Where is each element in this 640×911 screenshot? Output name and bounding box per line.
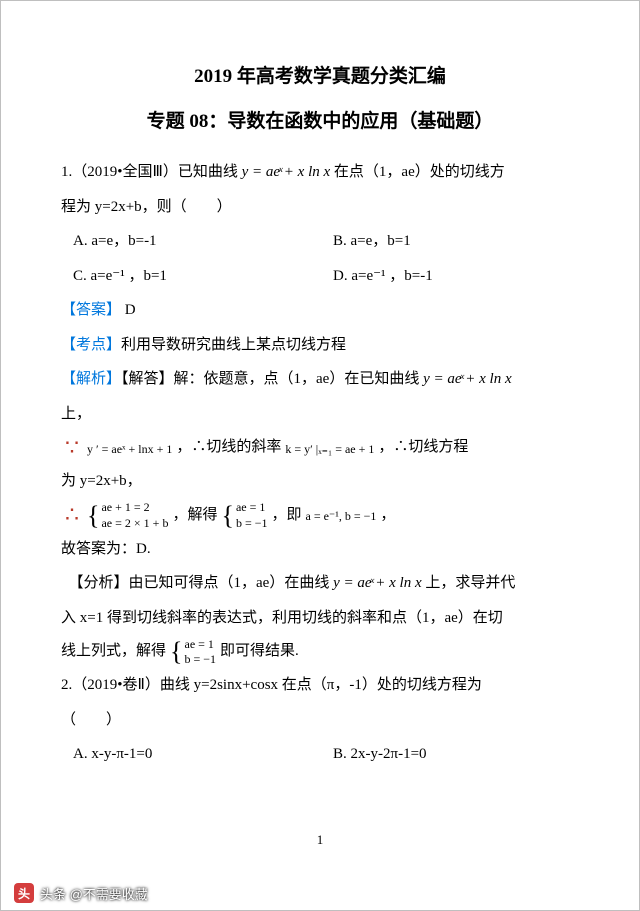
text: 线上列式，解得 [61,635,166,668]
q1-options-row2: C. a=e⁻¹ ，b=1 D. a=e⁻¹ ，b=-1 [61,259,579,294]
text: ，即 [272,499,302,532]
formula: y = aeͯ + x ln x [333,575,422,591]
brace-group-1: { ae + 1 = 2 ae = 2 × 1 + b [83,500,172,531]
eq: ae = 1 [185,637,217,653]
watermark: 头 头条 @不需要收藏 [14,883,148,903]
analysis-line1: 【解析】【解答】解：依题意，点（1，ae）在已知曲线 y = aeͯ + x l… [61,362,579,397]
brace-content: ae = 1 b = −1 [234,500,268,531]
option-a: A. a=e，b=-1 [73,224,333,259]
page-number: 1 [1,832,639,848]
answer-line: 【答案】 D [61,293,579,328]
watermark-text: 头条 @不需要收藏 [40,884,148,903]
derivation-row1: ∵ y ′ = aeˣ + lnx + 1 ，∴切线的斜率 k = y′ |ₓ₌… [61,431,579,464]
q1-options-row1: A. a=e，b=-1 B. a=e，b=1 [61,224,579,259]
conclusion: 故答案为：D. [61,532,579,567]
sub-title: 专题 08：导数在函数中的应用（基础题） [61,106,579,133]
eq: b = −1 [185,652,217,668]
text: ，∴切线方程 [378,431,468,464]
text: 上，求导并代 [422,575,516,591]
brace-content: ae = 1 b = −1 [183,637,217,668]
text: 【分析】由已知可得点（1，ae）在曲线 [61,575,333,591]
text: 即可得结果. [220,635,299,668]
brace-icon: { [221,503,233,529]
eq: ae + 1 = 2 [101,500,168,516]
brace-content: ae + 1 = 2 ae = 2 × 1 + b [99,500,168,531]
therefore-symbol: ∴ [61,504,83,526]
formula: k = y′ |ₓ₌₁ = ae + 1 [281,436,378,464]
option-d: D. a=e⁻¹ ，b=-1 [333,259,433,294]
option-b: B. 2x-y-2π-1=0 [333,737,427,772]
brace-group-3: { ae = 1 b = −1 [166,637,220,668]
topic-line: 【考点】利用导数研究曲线上某点切线方程 [61,328,579,363]
fenxi-line1: 【分析】由已知可得点（1，ae）在曲线 y = aeͯ + x ln x 上，求… [61,566,579,601]
eq: ae = 1 [236,500,268,516]
text: 在点（1，ae）处的切线方 [330,164,505,180]
q1-stem-line1: 1.（2019•全国Ⅲ）已知曲线 y = aeͯ + x ln x 在点（1，a… [61,155,579,190]
eq: ae = 2 × 1 + b [101,516,168,532]
text: 【解答】解：依题意，点（1，ae）在已知曲线 [121,371,423,387]
fenxi-line3: 线上列式，解得 { ae = 1 b = −1 即可得结果. [61,635,579,668]
analysis-label: 【解析】 [61,371,121,387]
formula: y = aeͯ + x ln x [423,371,512,387]
eq: b = −1 [236,516,268,532]
analysis-line2: 上， [61,397,579,432]
fenxi-line2: 入 x=1 得到切线斜率的表达式，利用切线的斜率和点（1，ae）在切 [61,601,579,636]
q2-stem-line1: 2.（2019•卷Ⅱ）曲线 y=2sinx+cosx 在点（π，-1）处的切线方… [61,668,579,703]
brace-icon: { [170,639,182,665]
q1-stem-line2: 程为 y=2x+b，则（ ） [61,190,579,225]
text: ，∴切线的斜率 [176,431,281,464]
because-symbol: ∵ [61,437,83,459]
topic-value: 利用导数研究曲线上某点切线方程 [121,337,346,353]
toutiao-icon: 头 [14,883,34,903]
derivation-row3: ∴ { ae + 1 = 2 ae = 2 × 1 + b ，解得 { ae =… [61,499,579,532]
text: 1.（2019•全国Ⅲ）已知曲线 [61,164,242,180]
formula: y ′ = aeˣ + lnx + 1 [83,436,176,464]
option-b: B. a=e，b=1 [333,224,411,259]
document-page: 2019 年高考数学真题分类汇编 专题 08：导数在函数中的应用（基础题） 1.… [0,0,640,911]
q2-stem-line2: （ ） [61,703,579,738]
formula: y = aeͯ + x ln x [242,164,331,180]
text: ，解得 [172,499,217,532]
brace-group-2: { ae = 1 b = −1 [217,500,271,531]
answer-label: 【答案】 [61,302,121,318]
q2-options-row1: A. x-y-π-1=0 B. 2x-y-2π-1=0 [61,737,579,772]
derivation-row2: 为 y=2x+b， [61,464,579,499]
brace-icon: { [87,503,99,529]
text: ， [380,499,395,532]
main-title: 2019 年高考数学真题分类汇编 [61,61,579,88]
topic-label: 【考点】 [61,337,121,353]
option-a: A. x-y-π-1=0 [73,737,333,772]
answer-value: D [121,302,136,318]
option-c: C. a=e⁻¹ ，b=1 [73,259,333,294]
result-formula: a = e⁻¹, b = −1 [302,503,381,531]
